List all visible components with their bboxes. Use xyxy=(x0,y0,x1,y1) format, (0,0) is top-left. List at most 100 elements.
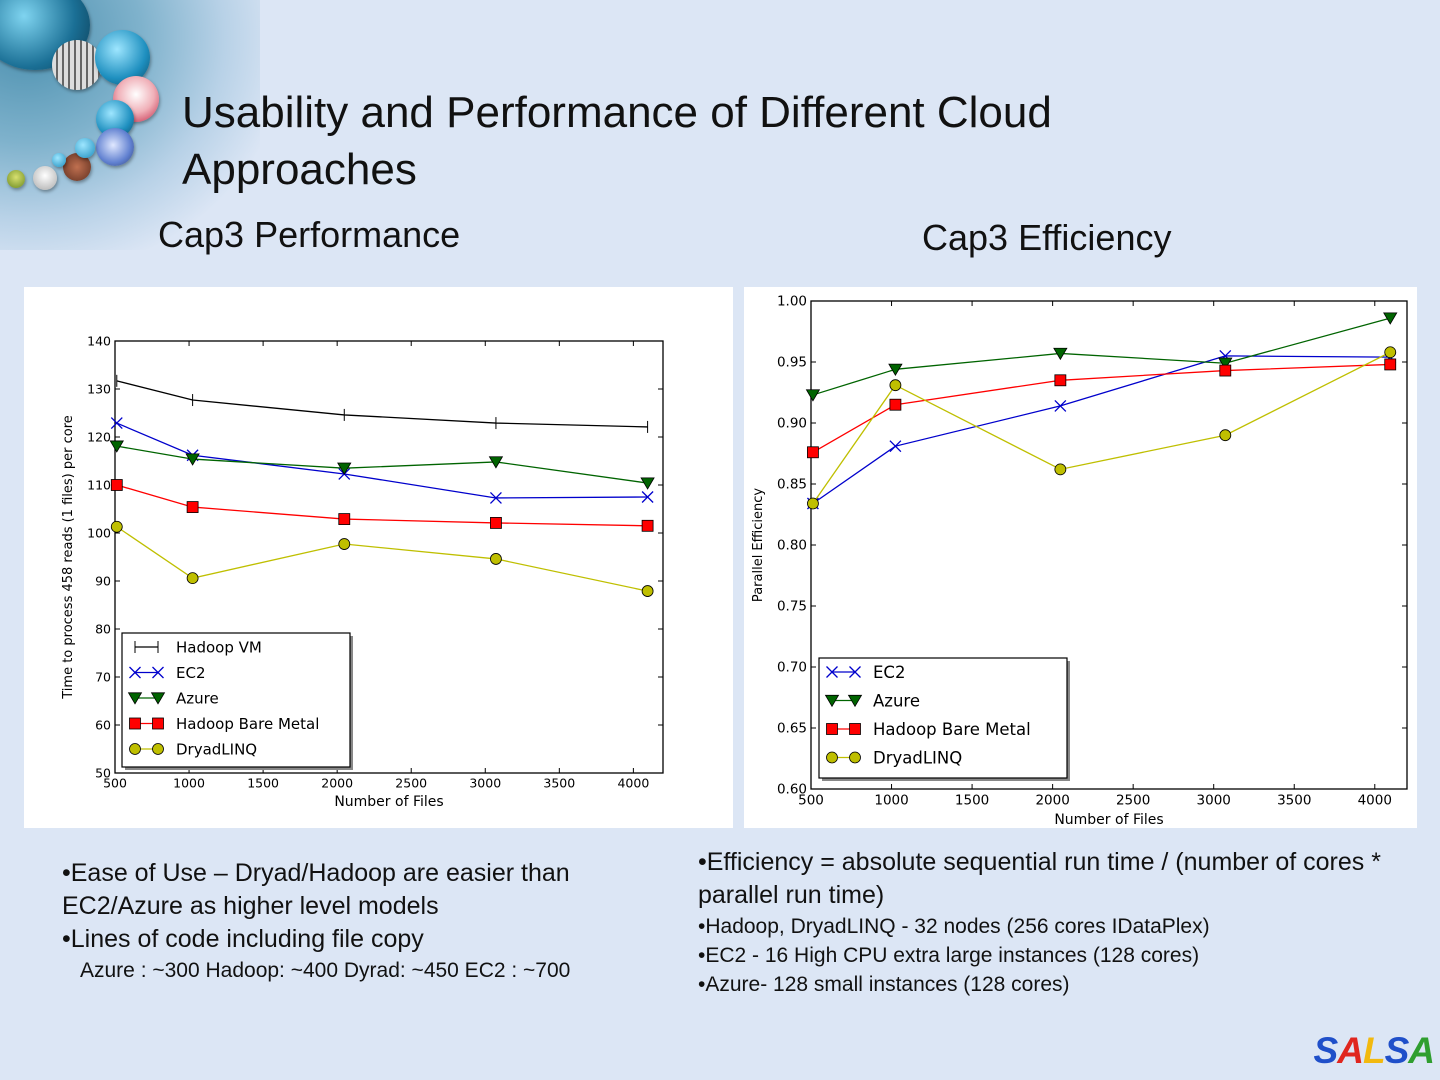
salsa-letter: S xyxy=(1384,1030,1410,1071)
data-point xyxy=(640,477,655,490)
data-point xyxy=(889,398,902,411)
globe-image xyxy=(75,138,95,158)
y-tick-label: 1.00 xyxy=(777,294,807,310)
data-point xyxy=(1054,399,1067,412)
bullet-hadoop-dryad-config: •Hadoop, DryadLINQ - 32 nodes (256 cores… xyxy=(698,915,1210,938)
data-point xyxy=(889,440,902,453)
data-point xyxy=(110,479,123,491)
legend-entry: Hadoop Bare Metal xyxy=(826,720,1031,739)
legend-marker xyxy=(129,743,141,755)
cloud-image xyxy=(33,166,57,190)
data-point xyxy=(807,446,819,459)
y-tick-label: 110 xyxy=(87,477,111,492)
x-tick-label: 500 xyxy=(103,776,127,791)
legend-label: DryadLINQ xyxy=(176,740,257,758)
series-hadoop-bare-metal xyxy=(807,358,1397,459)
legend-entry: Hadoop Bare Metal xyxy=(129,715,319,733)
x-tick-label: 500 xyxy=(798,793,824,809)
performance-chart-panel: 500 1000 1500 2000 2500 3000 3500 4000 50 60 70 80 9… xyxy=(24,287,733,828)
legend-marker xyxy=(129,666,141,679)
data-point xyxy=(889,379,902,392)
data-point xyxy=(490,517,502,529)
y-tick-label: 80 xyxy=(95,621,111,636)
legend-marker xyxy=(127,692,143,705)
bullet-efficiency-definition: •Efficiency = absolute sequential run ti… xyxy=(698,848,1381,909)
x-axis-label: Number of Files xyxy=(1054,812,1163,828)
y-tick-label: 50 xyxy=(95,765,111,780)
data-point xyxy=(1053,347,1068,361)
legend-entry: EC2 xyxy=(129,664,206,682)
x-tick-label: 1500 xyxy=(955,793,989,809)
y-tick-label: 0.80 xyxy=(777,538,807,554)
x-tick-label: 2500 xyxy=(1116,793,1150,809)
legend-marker xyxy=(849,666,861,678)
bullet-ec2-config: •EC2 - 16 High CPU extra large instances… xyxy=(698,944,1200,967)
data-point xyxy=(185,453,200,466)
series-azure xyxy=(805,312,1398,402)
y-tick-label: 0.85 xyxy=(777,477,807,493)
legend-entry: DryadLINQ xyxy=(129,740,257,758)
tower-image xyxy=(96,128,134,166)
leaf-image xyxy=(7,170,25,188)
legend-marker xyxy=(826,751,838,764)
decorative-globes-banner xyxy=(0,0,260,250)
y-tick-label: 130 xyxy=(87,381,111,396)
data-point xyxy=(338,538,351,550)
data-point xyxy=(805,389,821,402)
legend: EC2 Azure Hadoop Bare Metal DryadLINQ xyxy=(818,657,1070,781)
x-tick-label: 2500 xyxy=(395,776,427,791)
legend-label: Azure xyxy=(873,691,920,710)
x-tick-label: 1500 xyxy=(247,776,279,791)
legend-marker xyxy=(129,717,141,730)
series-dryadlinq xyxy=(807,346,1397,510)
legend-label: EC2 xyxy=(873,663,905,682)
data-point xyxy=(1384,358,1397,371)
data-point xyxy=(641,519,654,532)
bullet-lines-of-code: •Lines of code including file copy xyxy=(62,925,424,953)
legend-marker xyxy=(849,751,861,764)
performance-chart: 500 1000 1500 2000 2500 3000 3500 4000 50 60 70 80 9… xyxy=(61,333,664,810)
x-tick-label: 4000 xyxy=(1358,793,1392,809)
y-tick-label: 0.65 xyxy=(777,721,807,737)
legend-label: Hadoop VM xyxy=(176,638,262,656)
series-dryadlinq xyxy=(110,520,654,597)
data-point xyxy=(109,440,124,453)
salsa-letter: A xyxy=(1337,1030,1364,1071)
legend-marker xyxy=(826,666,838,678)
left-chart-heading: Cap3 Performance xyxy=(158,214,461,255)
legend-label: EC2 xyxy=(176,664,206,682)
x-tick-label: 2000 xyxy=(1035,793,1069,809)
bullet-azure-config: •Azure- 128 small instances (128 cores) xyxy=(698,973,1070,996)
y-axis-label: Parallel Efficiency xyxy=(751,488,766,602)
bullet-ease-of-use: •Ease of Use – Dryad/Hadoop are easier t… xyxy=(62,859,570,920)
data-point xyxy=(490,553,502,565)
slide-title-line-2: Approaches xyxy=(182,145,417,194)
legend-marker xyxy=(152,743,164,755)
legend-marker xyxy=(150,692,166,705)
globe-image xyxy=(52,153,66,167)
data-point xyxy=(807,497,819,510)
y-tick-label: 120 xyxy=(87,429,111,444)
legend-label: Hadoop Bare Metal xyxy=(176,715,319,733)
data-point xyxy=(1054,374,1067,387)
globe-image xyxy=(95,30,150,85)
slide-title: Usability and Performance of Different C… xyxy=(182,84,1182,198)
legend-entry: Azure xyxy=(824,691,920,710)
efficiency-chart-panel: 500 1000 1500 2000 2500 3000 3500 4000 0.60 0.65 0… xyxy=(744,287,1417,828)
x-tick-label: 3500 xyxy=(543,776,575,791)
x-tick-label: 3000 xyxy=(1197,793,1231,809)
legend-label: DryadLINQ xyxy=(873,748,962,767)
y-tick-label: 0.95 xyxy=(777,355,807,371)
series-azure xyxy=(109,440,655,490)
salsa-letter: S xyxy=(1313,1030,1339,1071)
salsa-logo: SALSA xyxy=(1313,1030,1435,1072)
data-point xyxy=(1218,357,1233,370)
data-point xyxy=(488,456,504,469)
y-tick-label: 0.90 xyxy=(777,416,807,432)
y-tick-label: 0.75 xyxy=(777,599,807,615)
slide-title-line-1: Usability and Performance of Different C… xyxy=(182,88,1052,137)
y-tick-label: 70 xyxy=(95,669,111,684)
data-point xyxy=(1384,346,1397,359)
salsa-letter: A xyxy=(1408,1030,1435,1071)
y-tick-label: 100 xyxy=(87,525,111,540)
